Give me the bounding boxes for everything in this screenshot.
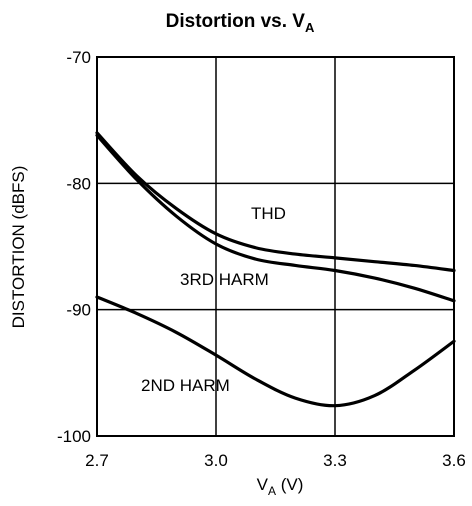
tick-layer: 2.7 3.0 3.3 3.6 -70 -80 -90 -100 — [57, 48, 466, 470]
chart-title: Distortion vs. VA — [166, 11, 315, 35]
grid-layer — [97, 57, 454, 436]
x-axis-label-unit: (V) — [276, 475, 303, 494]
y-axis-label: DISTORTION (dBFS) — [9, 166, 28, 329]
annotation-2nd-harm: 2ND HARM — [141, 376, 230, 395]
x-tick-label: 3.6 — [442, 451, 466, 470]
plot-frame — [96, 56, 455, 437]
y-tick-label: -80 — [66, 174, 91, 193]
x-axis-label-subscript: A — [268, 484, 276, 498]
y-tick-label: -90 — [66, 301, 91, 320]
series-line-3rd-harm — [95, 133, 456, 303]
chart-title-main: Distortion vs. V — [166, 11, 306, 32]
x-tick-label: 3.0 — [204, 451, 228, 470]
series-line-2nd-harm — [95, 295, 456, 408]
y-tick-label: -100 — [57, 427, 91, 446]
series-layer — [95, 131, 456, 408]
x-tick-label: 3.3 — [323, 451, 347, 470]
y-tick-label: -70 — [66, 48, 91, 67]
chart-title-subscript: A — [305, 20, 315, 35]
x-axis-label-main: V — [257, 475, 269, 494]
x-tick-label: 2.7 — [85, 451, 109, 470]
x-axis-label: VA (V) — [257, 475, 304, 498]
annotation-3rd-harm: 3RD HARM — [180, 270, 269, 289]
series-line-thd — [95, 131, 456, 273]
annotation-thd: THD — [251, 204, 286, 223]
